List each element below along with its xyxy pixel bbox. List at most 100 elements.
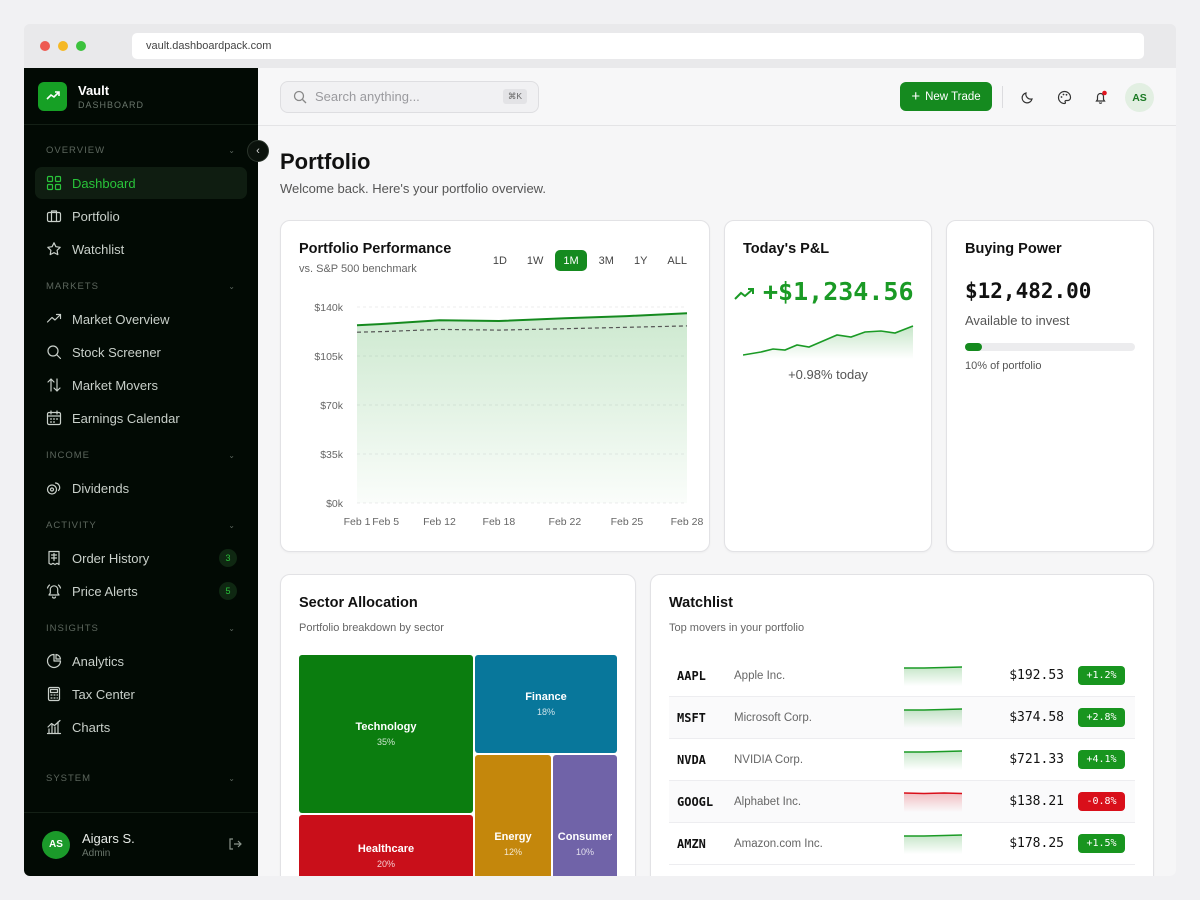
sector-name: Healthcare [357, 843, 415, 855]
user-name: Aigars S. [82, 830, 135, 846]
watchlist-row-aapl[interactable]: AAPL Apple Inc. $192.53 +1.2% [669, 655, 1135, 697]
sidebar-item-label: Portfolio [72, 208, 120, 224]
new-trade-button[interactable]: + New Trade [900, 82, 992, 111]
benchmark-line [356, 325, 688, 333]
browser-chrome: vault.dashboardpack.com [24, 24, 1176, 68]
sidebar: Vault DASHBOARD ‹ OVERVIEW ⌄ Dashboard Port… [24, 68, 269, 876]
buying-power-progress-fill [965, 343, 982, 351]
sidebar-item-market-movers[interactable]: Market Movers [35, 369, 247, 401]
moon-icon[interactable] [1019, 88, 1037, 106]
sector-tile-consumer[interactable]: Consumer 10% [553, 755, 617, 876]
sidebar-item-analytics[interactable]: Analytics [35, 645, 247, 677]
sidebar-item-charts[interactable]: Charts [35, 711, 247, 743]
section-label-overview[interactable]: OVERVIEW ⌄ [24, 141, 258, 159]
count-badge: 3 [219, 549, 237, 567]
sidebar-item-label: Market Movers [72, 377, 158, 393]
tab-range-1d[interactable]: 1D [492, 254, 507, 267]
section-label-system[interactable]: SYSTEM ⌄ [24, 769, 258, 787]
tab-range-1m[interactable]: 1M [555, 250, 587, 271]
stock-price: $192.53 [1009, 668, 1064, 683]
sidebar-item-dividends[interactable]: Dividends [35, 472, 247, 504]
sector-percent: 35% [376, 737, 395, 747]
brand-name: Vault [78, 82, 110, 98]
change-badge: -0.8% [1078, 792, 1125, 811]
user-avatar-button[interactable]: AS [1125, 83, 1154, 112]
section-label-activity[interactable]: ACTIVITY ⌄ [24, 516, 258, 534]
palette-icon[interactable] [1055, 88, 1073, 106]
bell-icon[interactable] [1091, 88, 1109, 106]
watchlist-row-msft[interactable]: MSFT Microsoft Corp. $374.58 +2.8% [669, 697, 1135, 739]
buying-power-progress [965, 343, 1135, 351]
chevron-down-icon: ⌄ [228, 145, 236, 155]
change-badge: +2.8% [1078, 708, 1125, 727]
tab-range-3m[interactable]: 3M [598, 254, 614, 267]
sidebar-item-label: Price Alerts [72, 583, 138, 599]
calculator-icon [46, 686, 62, 702]
chevron-down-icon: ⌄ [228, 623, 236, 633]
star-icon [46, 241, 62, 257]
watchlist-row-googl[interactable]: GOOGL Alphabet Inc. $138.21 -0.8% [669, 781, 1135, 823]
section-label-insights[interactable]: INSIGHTS ⌄ [24, 619, 258, 637]
sector-tile-finance[interactable]: Finance 18% [475, 655, 617, 753]
sidebar-item-market-overview[interactable]: Market Overview [35, 303, 247, 335]
search-icon [46, 344, 62, 360]
minimize-window-dot[interactable] [58, 41, 68, 51]
sidebar-item-dashboard[interactable]: Dashboard [35, 167, 247, 199]
section-label-text: ACTIVITY [46, 519, 97, 531]
sidebar-item-label: Order History [72, 550, 150, 566]
y-tick-label: $140k [314, 302, 343, 314]
grid-icon [46, 175, 62, 191]
company-name: Alphabet Inc. [734, 795, 802, 808]
user-role: Admin [82, 847, 111, 859]
brand[interactable]: Vault DASHBOARD [24, 68, 258, 125]
browser-window: vault.dashboardpack.com Vault DASHBOARD … [24, 24, 1176, 876]
x-tick-label: Feb 22 [549, 516, 582, 528]
pie-icon [46, 653, 62, 669]
sidebar-item-label: Charts [72, 719, 111, 735]
sidebar-item-watchlist[interactable]: Watchlist [35, 233, 247, 265]
y-tick-label: $35k [320, 449, 344, 461]
coins-icon [46, 480, 62, 496]
search-shortcut: ⌘K [502, 89, 527, 104]
performance-title: Portfolio Performance [299, 241, 452, 257]
buying-power-available: Available to invest [965, 313, 1070, 328]
count-badge: 5 [219, 582, 237, 600]
sidebar-item-label: Watchlist [72, 241, 125, 257]
brand-subtitle: DASHBOARD [78, 99, 145, 110]
x-tick-label: Feb 12 [423, 516, 456, 528]
sidebar-item-label: Stock Screener [72, 344, 161, 360]
user-profile[interactable]: AS Aigars S. Admin [24, 812, 258, 876]
sidebar-item-price-alerts[interactable]: Price Alerts 5 [35, 575, 247, 607]
sector-tile-healthcare[interactable]: Healthcare 20% [299, 815, 473, 876]
sidebar-item-order-history[interactable]: Order History 3 [35, 542, 247, 574]
sidebar-item-earnings-calendar[interactable]: Earnings Calendar [35, 402, 247, 434]
company-name: Microsoft Corp. [734, 711, 812, 724]
sector-tile-energy[interactable]: Energy 12% [475, 755, 551, 876]
watchlist-row-amzn[interactable]: AMZN Amazon.com Inc. $178.25 +1.5% [669, 823, 1135, 865]
search-input[interactable]: Search anything... ⌘K [280, 80, 539, 113]
section-label-markets[interactable]: MARKETS ⌄ [24, 277, 258, 295]
search-icon [293, 90, 307, 103]
tab-range-all[interactable]: ALL [667, 254, 687, 267]
calendar-icon [46, 410, 62, 426]
sidebar-item-portfolio[interactable]: Portfolio [35, 200, 247, 232]
close-window-dot[interactable] [40, 41, 50, 51]
stock-price: $178.25 [1009, 836, 1064, 851]
logout-icon[interactable] [228, 837, 242, 856]
sidebar-item-label: Dashboard [72, 175, 136, 191]
tab-range-1w[interactable]: 1W [526, 254, 544, 267]
sidebar-item-stock-screener[interactable]: Stock Screener [35, 336, 247, 368]
portfolio-area [357, 313, 687, 503]
maximize-window-dot[interactable] [76, 41, 86, 51]
sidebar-item-tax-center[interactable]: Tax Center [35, 678, 247, 710]
address-bar[interactable]: vault.dashboardpack.com [132, 33, 1144, 59]
time-range-tabs: 1D 1W 1M 3M 1Y ALL [485, 250, 695, 271]
price-sparkline [904, 749, 963, 770]
watchlist-row-nvda[interactable]: NVDA NVIDIA Corp. $721.33 +4.1% [669, 739, 1135, 781]
section-label-income[interactable]: INCOME ⌄ [24, 446, 258, 464]
section-label-text: MARKETS [46, 280, 99, 292]
collapse-sidebar-button[interactable]: ‹ [247, 140, 269, 162]
tab-range-1y[interactable]: 1Y [633, 254, 648, 267]
sector-tile-technology[interactable]: Technology 35% [299, 655, 473, 813]
trend-up-icon [38, 81, 67, 111]
